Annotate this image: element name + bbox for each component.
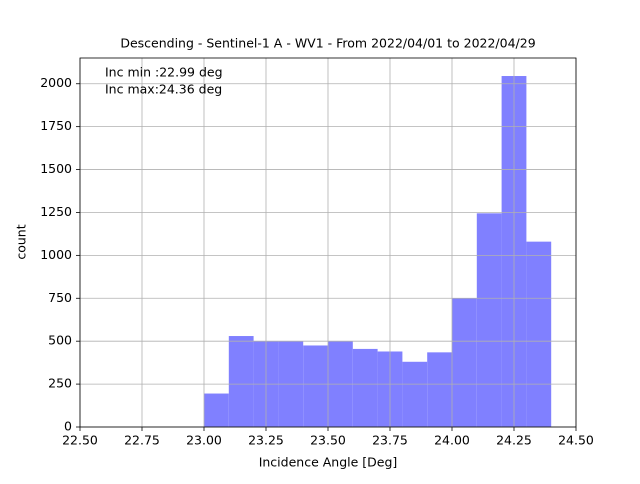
chart-title: Descending - Sentinel-1 A - WV1 - From 2… <box>120 36 535 51</box>
bar <box>204 393 229 427</box>
y-tick-label: 1500 <box>40 161 72 176</box>
x-tick-label: 23.00 <box>186 433 222 448</box>
y-tick-label: 500 <box>48 333 72 348</box>
x-tick-label: 22.75 <box>124 433 160 448</box>
y-axis-label: count <box>14 224 29 259</box>
bar <box>476 213 502 427</box>
x-tick-label: 22.50 <box>62 433 98 448</box>
bar <box>427 352 452 427</box>
x-tick-label: 23.50 <box>310 433 346 448</box>
y-tick-label: 1250 <box>40 204 72 219</box>
x-tick-label: 23.25 <box>248 433 284 448</box>
annotation: Inc max:24.36 deg <box>105 82 222 97</box>
y-tick-label: 0 <box>64 419 72 434</box>
y-tick-label: 1000 <box>40 247 72 262</box>
y-tick-label: 250 <box>48 376 72 391</box>
y-tick-label: 1750 <box>40 118 72 133</box>
x-tick-label: 24.25 <box>496 433 532 448</box>
annotation: Inc min :22.99 deg <box>105 65 223 80</box>
bar <box>452 298 477 427</box>
bar <box>228 336 254 427</box>
y-tick-label: 750 <box>48 290 72 305</box>
x-tick-label: 24.50 <box>558 433 594 448</box>
x-tick-label: 23.75 <box>372 433 408 448</box>
x-axis-label: Incidence Angle [Deg] <box>259 455 398 470</box>
bar <box>402 361 428 427</box>
bar <box>352 348 378 427</box>
plot-frame <box>79 57 577 428</box>
y-tick-label: 2000 <box>40 75 72 90</box>
bar <box>526 241 552 427</box>
x-tick-label: 24.00 <box>434 433 470 448</box>
bar <box>303 345 328 427</box>
